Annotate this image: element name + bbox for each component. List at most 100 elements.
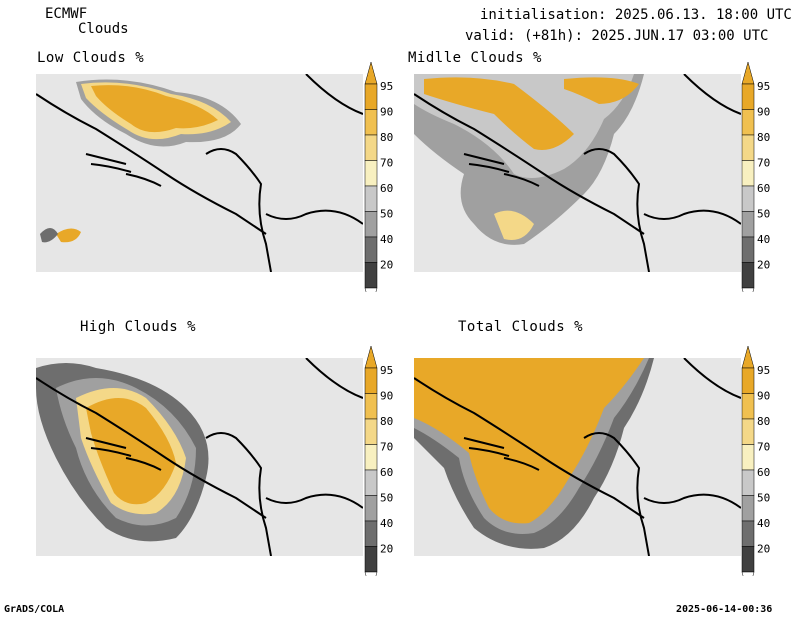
colorbar-bottom-arrow [364, 287, 378, 292]
colorbar-label: 70 [757, 157, 770, 170]
cloud-field-high [36, 363, 209, 542]
colorbar-svg: 95 90 80 70 60 50 40 20 [741, 345, 770, 576]
colorbar-label: 95 [757, 364, 770, 377]
colorbar-segment [741, 211, 755, 238]
colorbar-middle: 95 90 80 70 60 50 40 20 [740, 60, 796, 292]
colorbar-top-arrow [364, 61, 378, 85]
footer-timestamp: 2025-06-14-00:36 [676, 604, 773, 615]
colorbar-label: 70 [380, 157, 393, 170]
panel-title-total: Total Clouds % [458, 319, 584, 335]
cloud-field-low [40, 79, 241, 243]
borders-low [36, 74, 363, 272]
parameter-label: Clouds [78, 21, 129, 37]
valid-time: valid: (+81h): 2025.JUN.17 03:00 UTC [465, 28, 769, 44]
cloud-field-total [414, 358, 654, 549]
colorbar-label: 95 [380, 80, 393, 93]
colorbar-label: 60 [757, 466, 770, 479]
panel-title-low: Low Clouds % [37, 50, 145, 66]
colorbar-label: 50 [380, 492, 393, 505]
map-total-clouds [414, 358, 741, 556]
colorbar-label: 50 [757, 492, 770, 505]
colorbar-label: 80 [757, 415, 770, 428]
colorbar-segment [364, 109, 378, 136]
colorbar-segment [741, 236, 755, 263]
colorbar-label: 60 [380, 182, 393, 195]
colorbar-segment [741, 546, 755, 573]
colorbar-svg: 95 90 80 70 60 50 40 20 [364, 61, 393, 292]
colorbar-label: 80 [380, 415, 393, 428]
colorbar-segment [741, 444, 755, 471]
colorbar-top-arrow [364, 345, 378, 369]
colorbar-segment [364, 185, 378, 212]
colorbar-bottom-arrow [364, 571, 378, 576]
colorbar-label: 90 [757, 390, 770, 403]
colorbar-label: 40 [380, 517, 393, 530]
colorbar-top-arrow [741, 345, 755, 369]
colorbar-low: 95 90 80 70 60 50 40 20 [363, 60, 419, 292]
colorbar-segment [364, 393, 378, 420]
colorbar-label: 60 [380, 466, 393, 479]
colorbar-label: 50 [757, 208, 770, 221]
colorbar-segment [364, 495, 378, 522]
borders-total [414, 358, 741, 556]
colorbar-segment [741, 367, 755, 394]
colorbar-segment [741, 262, 755, 289]
map-high-clouds [36, 358, 363, 556]
colorbar-segment [741, 160, 755, 187]
colorbar-segment [364, 520, 378, 547]
colorbar-segment [364, 444, 378, 471]
colorbar-segment [364, 83, 378, 110]
colorbar-label: 40 [757, 517, 770, 530]
colorbar-label: 70 [380, 441, 393, 454]
colorbar-segment [364, 236, 378, 263]
colorbar-segment [364, 262, 378, 289]
colorbar-segment [741, 469, 755, 496]
colorbar-label: 40 [380, 233, 393, 246]
colorbar-label: 80 [380, 131, 393, 144]
footer-grads-credit: GrADS/COLA [4, 604, 65, 615]
colorbar-bottom-arrow [741, 571, 755, 576]
colorbar-label: 50 [380, 208, 393, 221]
cloud-field-middle [414, 74, 644, 245]
colorbar-segment [741, 393, 755, 420]
colorbar-label: 60 [757, 182, 770, 195]
colorbar-segment [741, 109, 755, 136]
colorbar-top-arrow [741, 61, 755, 85]
colorbar-label: 80 [757, 131, 770, 144]
colorbar-label: 90 [380, 390, 393, 403]
colorbar-svg: 95 90 80 70 60 50 40 20 [364, 345, 393, 576]
colorbar-label: 90 [380, 106, 393, 119]
colorbar-segment [364, 546, 378, 573]
colorbar-label: 20 [757, 543, 770, 556]
colorbar-label: 20 [380, 543, 393, 556]
colorbar-bottom-arrow [741, 287, 755, 292]
colorbar-segment [741, 495, 755, 522]
colorbar-high: 95 90 80 70 60 50 40 20 [363, 344, 419, 576]
colorbar-label: 95 [380, 364, 393, 377]
colorbar-total: 95 90 80 70 60 50 40 20 [740, 344, 796, 576]
panel-title-high: High Clouds % [80, 319, 197, 335]
colorbar-segment [364, 134, 378, 161]
colorbar-label: 90 [757, 106, 770, 119]
map-middle-clouds [414, 74, 741, 272]
colorbar-label: 20 [380, 259, 393, 272]
model-label: ECMWF [45, 6, 88, 22]
colorbar-segment [364, 418, 378, 445]
colorbar-label: 20 [757, 259, 770, 272]
colorbar-segment [741, 83, 755, 110]
colorbar-segment [741, 418, 755, 445]
borders-high [36, 358, 363, 556]
initialisation-time: initialisation: 2025.06.13. 18:00 UTC [480, 7, 792, 23]
colorbar-segment [364, 160, 378, 187]
colorbar-label: 70 [757, 441, 770, 454]
colorbar-segment [741, 134, 755, 161]
colorbar-segment [741, 520, 755, 547]
colorbar-label: 40 [757, 233, 770, 246]
colorbar-segment [741, 185, 755, 212]
colorbar-segment [364, 469, 378, 496]
colorbar-segment [364, 211, 378, 238]
borders-middle [414, 74, 741, 272]
map-low-clouds [36, 74, 363, 272]
colorbar-svg: 95 90 80 70 60 50 40 20 [741, 61, 770, 292]
colorbar-segment [364, 367, 378, 394]
